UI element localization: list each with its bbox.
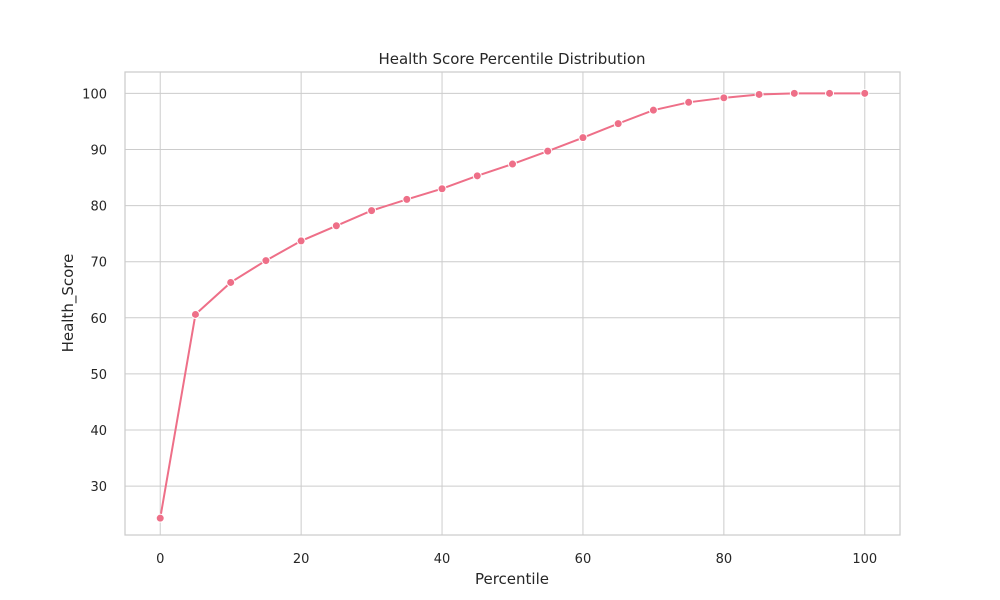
data-point [437,184,447,194]
data-point [613,119,623,129]
x-tick-label: 60 [575,552,592,567]
data-point [190,309,200,319]
y-tick-label: 60 [90,312,107,327]
data-point [789,88,799,98]
data-point [543,146,553,156]
data-point [508,159,517,169]
data-point [296,236,306,246]
data-point [472,171,482,181]
data-point [648,105,658,115]
data-point [684,97,694,107]
series-points [155,88,870,523]
data-point [261,256,271,266]
data-point [825,88,835,98]
x-tick-label: 100 [852,552,877,567]
data-point [367,206,377,216]
data-point [402,194,412,204]
x-tick-label: 20 [293,552,310,567]
x-tick-label: 80 [716,552,733,567]
y-axis-label: Health_Score [59,254,78,353]
data-point [719,93,729,103]
plot-border [124,71,901,536]
data-point [754,89,764,99]
plot-area [125,72,900,535]
x-axis-label: Percentile [475,570,549,588]
x-axis-ticks: 0 20 40 60 80 100 [156,552,877,567]
y-tick-label: 50 [90,368,107,383]
data-point [155,513,165,523]
x-tick-label: 40 [434,552,451,567]
data-point [331,221,341,231]
y-tick-label: 100 [82,87,107,102]
y-tick-label: 40 [90,424,107,439]
y-tick-label: 70 [90,256,107,271]
y-tick-label: 90 [90,143,107,158]
x-tick-label: 0 [156,552,164,567]
data-point [226,277,236,287]
data-point [860,88,870,98]
chart-title: Health Score Percentile Distribution [378,50,645,68]
y-axis-ticks: 30 40 50 60 70 80 90 100 [82,87,107,495]
data-point [578,133,588,143]
y-tick-label: 80 [90,200,107,215]
y-tick-label: 30 [90,480,107,495]
